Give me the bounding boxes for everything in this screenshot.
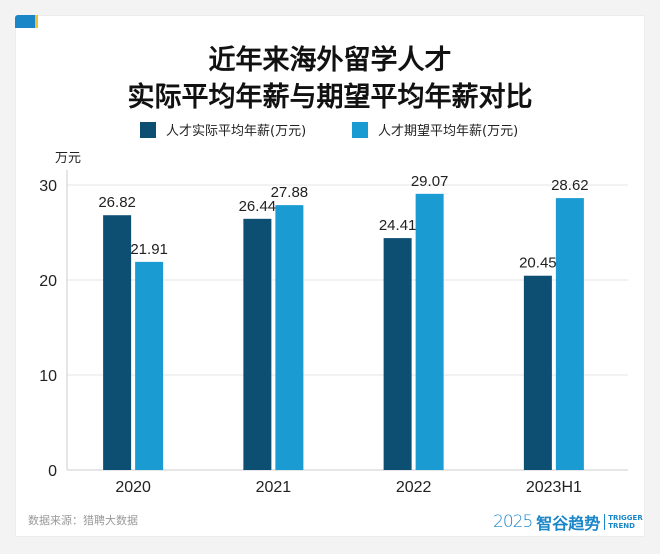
- y-tick-label: 10: [39, 368, 57, 385]
- source-note: 数据来源：猎聘大数据: [28, 514, 138, 527]
- data-label: 24.41: [379, 217, 417, 234]
- bar-actual: [103, 215, 132, 470]
- legend-swatch-expected: [352, 121, 368, 138]
- data-label: 27.88: [271, 184, 309, 201]
- x-tick-label: 2023H1: [526, 479, 582, 496]
- data-label: 21.91: [130, 241, 168, 258]
- corner-tag-accent: [35, 15, 38, 28]
- data-label: 26.82: [98, 194, 136, 211]
- y-tick-label: 20: [39, 273, 57, 290]
- bar-actual: [243, 218, 272, 470]
- y-tick-label: 30: [39, 178, 57, 195]
- data-label: 29.07: [411, 173, 449, 190]
- legend-label-actual: 人才实际平均年薪(万元): [166, 124, 307, 139]
- y-axis-unit: 万元: [55, 151, 82, 166]
- x-tick-label: 2020: [115, 479, 151, 496]
- data-label: 26.44: [239, 198, 277, 215]
- logo-name: 智谷趋势: [536, 514, 601, 533]
- bar-expected: [275, 205, 304, 470]
- corner-tag: [15, 15, 35, 28]
- bar-expected: [415, 193, 444, 470]
- legend-item-actual: 人才实际平均年薪(万元): [140, 120, 306, 139]
- bar-expected: [555, 198, 584, 471]
- logo-en2: TREND: [608, 522, 635, 530]
- logo-en1: TRIGGER: [608, 514, 643, 522]
- bar-expected: [135, 261, 164, 470]
- data-label: 20.45: [519, 255, 557, 272]
- x-tick-label: 2022: [396, 479, 432, 496]
- logo-en: TRIGGER TREND: [604, 514, 643, 530]
- chart-title-line1: 近年来海外留学人才: [208, 45, 452, 76]
- logo-year: 2025: [493, 512, 533, 532]
- data-label: 28.62: [551, 177, 589, 194]
- bar-actual: [383, 238, 412, 470]
- legend-swatch-actual: [140, 121, 156, 138]
- x-tick-label: 2021: [256, 479, 292, 496]
- legend-item-expected: 人才期望平均年薪(万元): [352, 120, 518, 139]
- y-tick-label: 0: [48, 463, 57, 480]
- chart-title-line2: 实际平均年薪与期望平均年薪对比: [127, 82, 533, 113]
- legend-label-expected: 人才期望平均年薪(万元): [378, 124, 519, 139]
- bar-actual: [523, 275, 552, 470]
- brand-logo: 2025 智谷趋势 TRIGGER TREND: [493, 510, 643, 534]
